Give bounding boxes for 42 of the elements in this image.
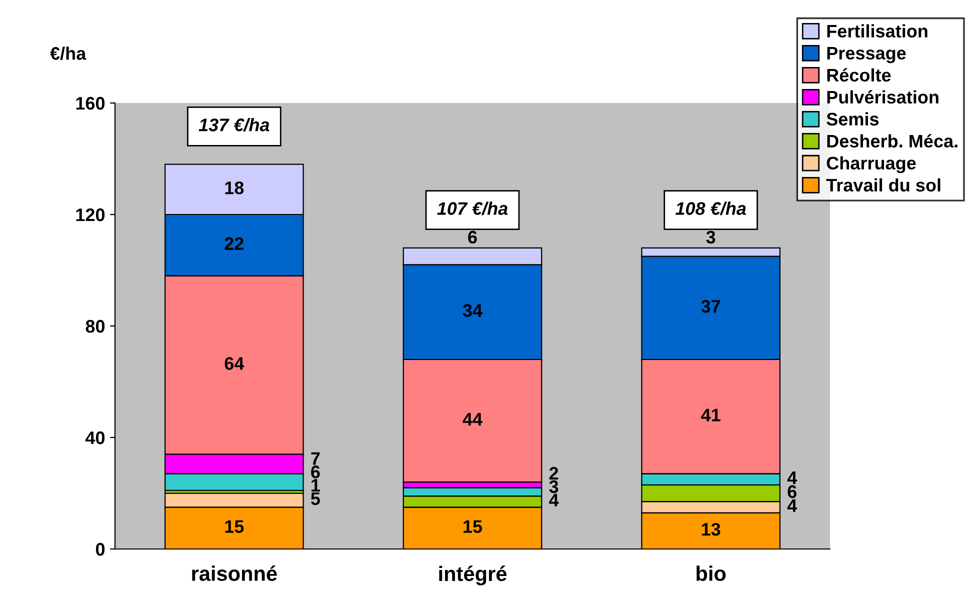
- x-tick-label: intégré: [439, 566, 507, 586]
- data-label: 15: [225, 520, 244, 533]
- data-label: 44: [462, 413, 482, 426]
- legend-label: Pulvérisation: [827, 90, 938, 104]
- data-label: 18: [225, 181, 244, 194]
- y-tick-label: 40: [85, 431, 105, 444]
- total-label: 108 €/ha: [675, 202, 746, 216]
- data-label: 41: [701, 408, 720, 422]
- data-label: 4: [787, 472, 798, 484]
- data-label: 5: [310, 492, 320, 506]
- data-label: 4: [549, 494, 559, 506]
- data-label: 6: [788, 485, 796, 498]
- y-tick-label: 160: [76, 96, 105, 110]
- data-label: 3: [549, 480, 558, 494]
- y-axis-title: €/ha: [50, 46, 86, 60]
- data-label: 7: [311, 452, 320, 465]
- legend-label: Charruage: [826, 156, 916, 174]
- data-label: 13: [702, 522, 720, 536]
- y-tick-label: 120: [76, 208, 105, 222]
- legend-label: Travail du sol: [826, 178, 940, 192]
- x-tick-label: raisonné: [192, 565, 277, 581]
- data-label: 6: [468, 230, 477, 244]
- total-label: 107 €/ha: [437, 202, 508, 216]
- data-label: 3: [706, 230, 716, 244]
- legend-label: Pressage: [827, 46, 906, 64]
- data-label: 1: [312, 479, 320, 492]
- data-label: 37: [701, 300, 720, 313]
- data-label: 22: [224, 237, 244, 250]
- legend-label: Récolte: [827, 68, 891, 82]
- total-label: 137 €/ha: [198, 118, 270, 132]
- y-tick-label: 80: [86, 320, 105, 333]
- legend-label: Semis: [826, 112, 879, 126]
- data-label: 4: [787, 499, 798, 512]
- data-label: 64: [224, 357, 244, 370]
- data-label: 15: [464, 520, 482, 533]
- legend-label: Desherb. Méca.: [827, 134, 958, 148]
- data-label: 6: [311, 466, 320, 478]
- y-tick-label: 0: [96, 542, 105, 556]
- legend-label: Fertilisation: [827, 24, 928, 38]
- x-tick-label: bio: [696, 566, 726, 581]
- data-label: 2: [549, 466, 558, 480]
- data-label: 34: [462, 304, 482, 317]
